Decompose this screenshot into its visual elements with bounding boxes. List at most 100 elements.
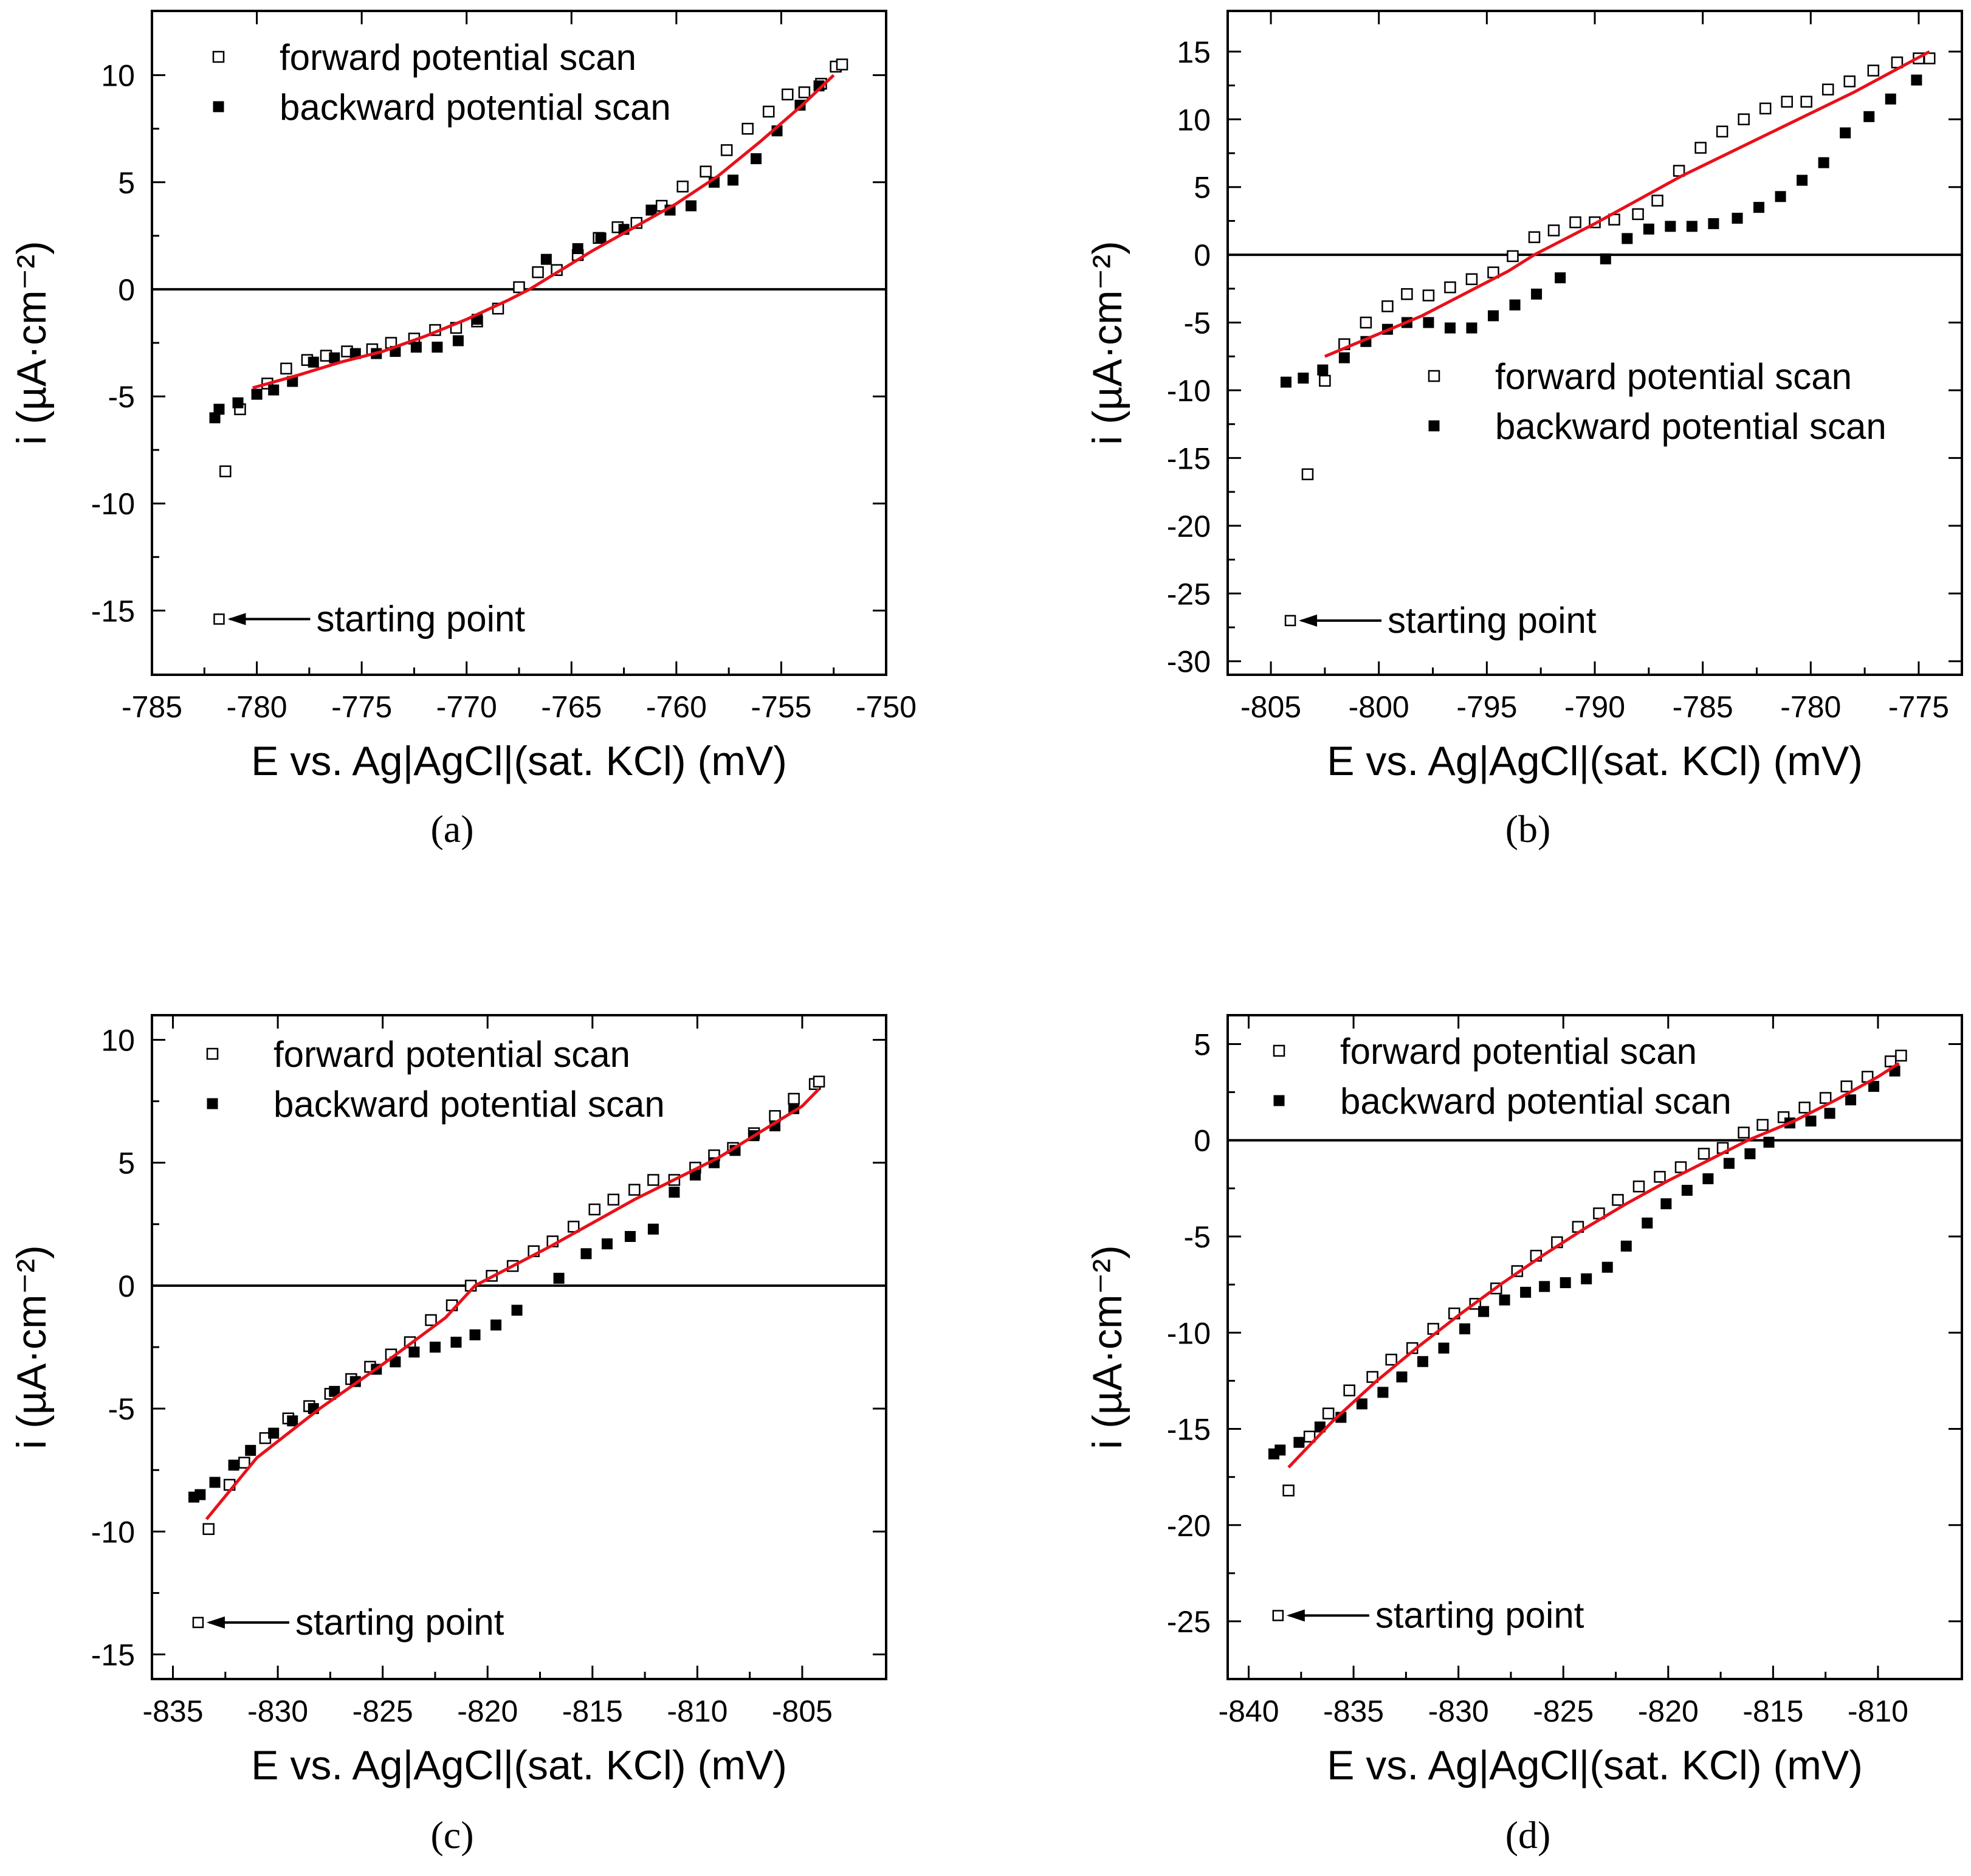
x-tick-label: -820 xyxy=(1638,1694,1699,1728)
forward-point xyxy=(1547,224,1560,236)
forward-point xyxy=(1654,1171,1666,1183)
backward-point xyxy=(251,388,263,400)
backward-point xyxy=(1660,1198,1672,1210)
backward-point xyxy=(1555,272,1566,284)
forward-point xyxy=(1759,102,1772,115)
backward-point xyxy=(1509,299,1521,311)
x-tick-label: -830 xyxy=(247,1694,308,1728)
forward-point xyxy=(1821,83,1834,96)
forward-point xyxy=(647,1174,659,1186)
backward-point xyxy=(1377,1387,1389,1398)
starting-point-label: starting point xyxy=(1375,1595,1584,1636)
backward-point xyxy=(1681,1185,1693,1196)
forward-point xyxy=(1895,1049,1907,1062)
forward-point xyxy=(1444,281,1456,294)
backward-point xyxy=(1840,127,1851,139)
legend-backward-marker xyxy=(1273,1095,1285,1106)
backward-point xyxy=(1423,317,1434,328)
y-tick-label: -20 xyxy=(1167,1509,1211,1543)
forward-point xyxy=(762,105,775,118)
backward-point xyxy=(601,1238,613,1250)
starting-point-arrowhead xyxy=(1286,1609,1305,1622)
backward-point xyxy=(1622,233,1633,244)
starting-point-label: starting point xyxy=(295,1602,504,1643)
forward-point xyxy=(1360,316,1372,329)
chart-panel-b: -805 -800 -795 -790 -785 -780 -775 -30 -25 -20 -15… xyxy=(1084,10,1963,850)
y-tick-label: -5 xyxy=(1184,1220,1211,1254)
x-axis-title: E vs. Ag|AgCl|(sat. KCl) (mV) xyxy=(251,1742,787,1788)
y-axis-title: i (µA·cm⁻²) xyxy=(9,241,55,445)
backward-point xyxy=(580,1248,592,1260)
forward-point xyxy=(1840,1080,1852,1092)
backward-point xyxy=(1911,74,1922,86)
backward-point xyxy=(1753,202,1765,213)
backward-point xyxy=(1293,1436,1305,1448)
forward-point xyxy=(513,281,525,294)
y-axis-title: i (µA·cm⁻²) xyxy=(1084,241,1130,445)
backward-point xyxy=(432,342,443,353)
y-tick-label: 0 xyxy=(1194,1124,1211,1158)
backward-point xyxy=(1499,1294,1510,1306)
forward-point xyxy=(720,144,733,156)
forward-point xyxy=(1798,1102,1811,1114)
backward-point xyxy=(1417,1356,1428,1367)
x-tick-label: -835 xyxy=(142,1694,203,1728)
x-tick-label: -770 xyxy=(436,690,497,724)
chart-panel-c: -835 -830 -825 -820 -815 -810 -805 -15 -10 -5 0 5 10… xyxy=(9,1014,887,1857)
forward-point xyxy=(676,181,689,193)
backward-point xyxy=(1885,93,1896,105)
forward-point xyxy=(788,1092,800,1105)
backward-point xyxy=(1744,1148,1756,1159)
backward-point xyxy=(669,1187,680,1198)
fit-line xyxy=(1287,1061,1900,1469)
starting-point-marker xyxy=(1284,615,1296,627)
backward-point xyxy=(553,1272,565,1284)
y-tick-label: -10 xyxy=(1167,1316,1211,1350)
forward-point xyxy=(1781,95,1793,108)
plot-frame xyxy=(1226,10,1963,676)
backward-point xyxy=(1488,310,1499,322)
starting-point-label: starting point xyxy=(316,598,525,639)
x-tick-label: -780 xyxy=(227,690,287,724)
backward-point xyxy=(1531,288,1543,300)
x-axis-title: E vs. Ag|AgCl|(sat. KCl) (mV) xyxy=(251,738,787,784)
y-tick-label: 5 xyxy=(118,1147,135,1181)
forward-point xyxy=(1366,1371,1378,1383)
starting-point-label: starting point xyxy=(1388,600,1597,641)
y-tick-label: 5 xyxy=(1194,171,1211,205)
backward-point xyxy=(194,1489,206,1500)
forward-point xyxy=(1381,300,1394,312)
legend-forward-marker xyxy=(1428,370,1440,382)
x-tick-label: -840 xyxy=(1218,1694,1279,1728)
backward-point xyxy=(245,1444,256,1456)
backward-point xyxy=(1775,191,1786,202)
y-tick-label: -15 xyxy=(1167,1413,1211,1447)
x-tick-label: -805 xyxy=(1240,690,1301,724)
forward-point xyxy=(1569,216,1581,229)
x-tick-label: -825 xyxy=(353,1694,413,1728)
forward-point xyxy=(1867,64,1880,77)
starting-point-arrowhead xyxy=(206,1616,225,1629)
forward-point xyxy=(628,1184,641,1196)
forward-point xyxy=(836,58,848,71)
backward-point xyxy=(232,397,244,409)
backward-point xyxy=(1732,212,1743,224)
backward-point xyxy=(268,1427,280,1439)
backward-point xyxy=(751,153,762,165)
legend-forward-marker xyxy=(206,1047,219,1060)
fit-line xyxy=(1324,50,1930,358)
forward-point xyxy=(1528,231,1541,243)
backward-point xyxy=(1560,1277,1571,1288)
backward-point xyxy=(1863,111,1875,122)
x-tick-label: -785 xyxy=(122,690,182,724)
backward-point xyxy=(1868,1081,1880,1092)
forward-point xyxy=(1819,1092,1832,1104)
backward-point xyxy=(1539,1281,1550,1292)
starting-point-arrowhead xyxy=(227,613,246,626)
backward-point xyxy=(450,1336,462,1348)
x-tick-label: -790 xyxy=(1564,690,1625,724)
x-tick-label: -815 xyxy=(1742,1694,1803,1728)
backward-point xyxy=(1708,218,1719,229)
backward-point xyxy=(595,232,607,244)
legend-backward-marker xyxy=(207,1098,218,1109)
